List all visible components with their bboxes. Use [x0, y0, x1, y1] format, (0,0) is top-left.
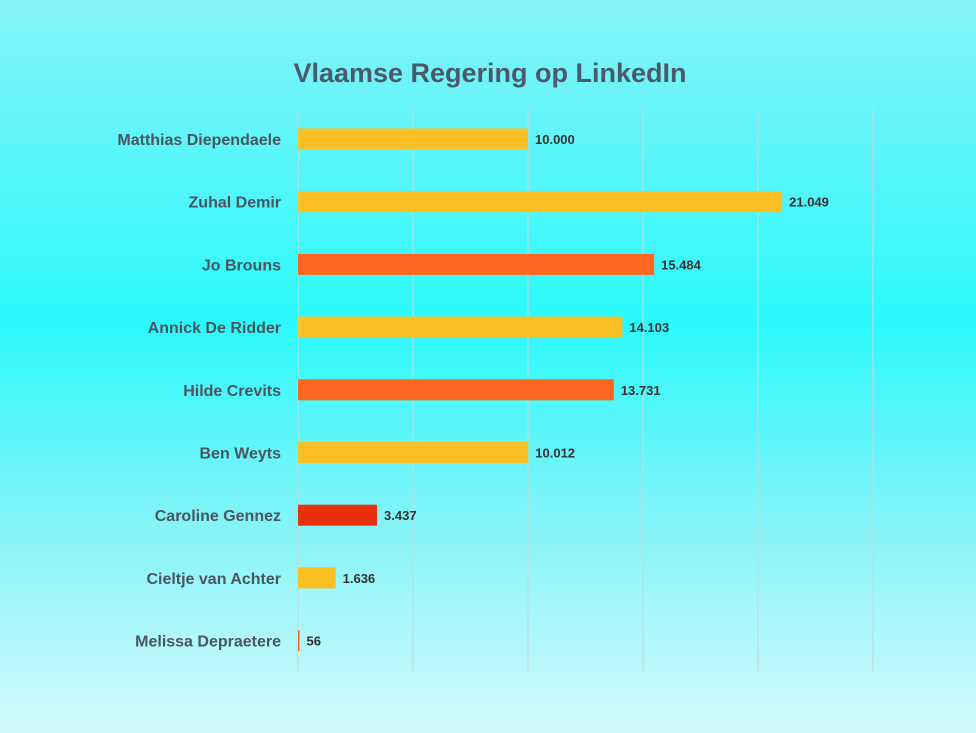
bar: [298, 191, 783, 213]
data-label: 21.049: [789, 195, 829, 210]
data-label: 10.000: [535, 132, 575, 147]
bar: [298, 567, 336, 589]
data-label: 3.437: [384, 508, 417, 523]
data-label: 14.103: [629, 320, 669, 335]
bar: [298, 316, 623, 338]
data-label: 1.636: [343, 571, 376, 586]
category-label: Matthias Diependaele: [117, 132, 281, 149]
category-label: Zuhal Demir: [189, 195, 281, 212]
category-label: Melissa Depraetere: [135, 634, 281, 651]
bar: [298, 442, 529, 463]
value-labels: 10.000 21.049 15.484 14.103 13.731 10.012 3.43…: [307, 132, 829, 649]
category-label: Caroline Gennez: [155, 508, 281, 525]
category-label: Cieltje van Achter: [146, 571, 281, 588]
category-label: Jo Brouns: [202, 257, 281, 274]
data-label: 13.731: [621, 383, 661, 398]
bars: [298, 128, 783, 652]
data-label: 10.012: [535, 446, 575, 461]
data-label: 15.484: [661, 257, 702, 272]
data-label: 56: [307, 634, 321, 649]
category-label: Ben Weyts: [199, 446, 281, 463]
category-labels: Matthias Diependaele Zuhal Demir Jo Brouns…: [117, 132, 281, 651]
bar: [298, 253, 655, 275]
bar: [298, 379, 614, 401]
category-label: Hilde Crevits: [183, 383, 281, 400]
bar: [298, 504, 378, 526]
bar: [298, 128, 528, 150]
category-label: Annick De Ridder: [148, 320, 281, 337]
chart-title: Vlaamse Regering op LinkedIn: [293, 58, 687, 88]
bar: [298, 630, 300, 652]
